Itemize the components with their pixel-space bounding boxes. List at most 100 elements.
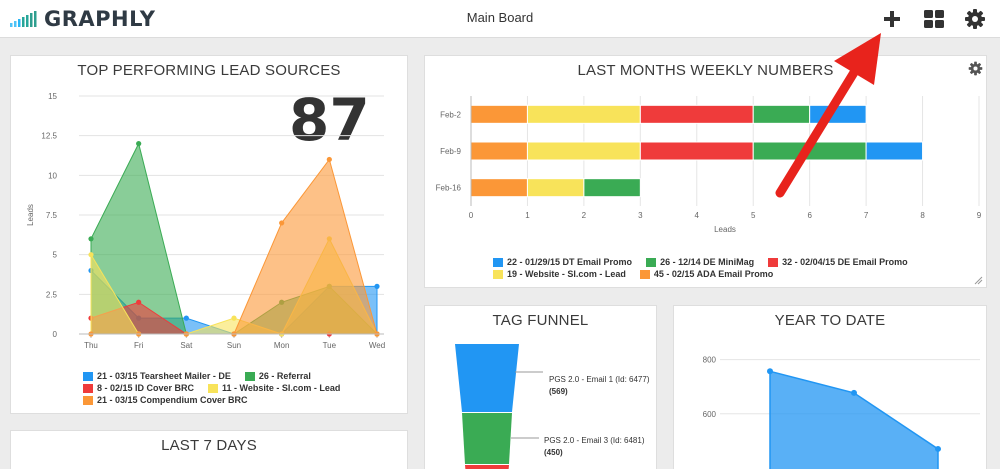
weekly-numbers-legend: 22 - 01/29/15 DT Email Promo 26 - 12/14 … bbox=[493, 256, 922, 280]
tag-funnel-title: TAG FUNNEL bbox=[492, 312, 589, 329]
data-point bbox=[183, 315, 189, 321]
legend-item[interactable]: 22 - 01/29/15 DT Email Promo bbox=[493, 257, 632, 267]
data-point bbox=[136, 299, 142, 305]
funnel-stage-2[interactable] bbox=[462, 413, 512, 464]
legend-label: 19 - Website - SI.com - Lead bbox=[507, 269, 626, 279]
lead-sources-title: TOP PERFORMING LEAD SOURCES bbox=[77, 62, 341, 79]
x-tick-label: 7 bbox=[864, 211, 869, 220]
legend-label: 22 - 01/29/15 DT Email Promo bbox=[507, 257, 633, 267]
grid-icon[interactable] bbox=[923, 8, 945, 30]
bar-segment bbox=[470, 141, 528, 161]
x-tick-label: 4 bbox=[695, 211, 700, 220]
x-tick-label: Wed bbox=[369, 341, 385, 350]
y-tick-label: 7.5 bbox=[46, 211, 58, 220]
legend-label: 21 - 03/15 Compendium Cover BRC bbox=[97, 395, 248, 405]
legend-item[interactable]: 21 - 03/15 Compendium Cover BRC bbox=[83, 395, 248, 405]
y-tick-label: 12.5 bbox=[41, 132, 57, 141]
year-to-date-title: YEAR TO DATE bbox=[774, 312, 886, 329]
y-tick-label: 10 bbox=[48, 171, 57, 180]
weekly-numbers-chart: 0 1 2 3 4 5 6 7 8 9 Leads Feb-2 Feb-9 Feb-16 bbox=[436, 96, 982, 234]
funnel-stage-1[interactable] bbox=[455, 344, 519, 412]
weekly-numbers-title: LAST MONTHS WEEKLY NUMBERS bbox=[577, 62, 834, 79]
logo-bars-icon bbox=[10, 11, 37, 27]
legend-item[interactable]: 26 - Referral bbox=[244, 371, 311, 381]
legend-label: 26 - 12/14 DE MiniMag bbox=[660, 257, 755, 267]
funnel-stage-label: PGS 2.0 - Email 3 (Id: 6481) bbox=[544, 436, 645, 445]
legend-swatch bbox=[244, 371, 255, 381]
y-tick-label: 15 bbox=[48, 92, 57, 101]
legend-label: 11 - Website - SI.com - Lead bbox=[222, 383, 341, 393]
bar-segment bbox=[470, 104, 528, 124]
x-tick-label: 9 bbox=[977, 211, 982, 220]
series-area bbox=[769, 370, 939, 469]
bar-segment bbox=[526, 178, 585, 198]
plus-icon[interactable] bbox=[881, 8, 903, 30]
data-point bbox=[136, 141, 142, 147]
x-tick-label: Sat bbox=[180, 341, 193, 350]
y-tick-label: 800 bbox=[703, 356, 717, 365]
legend-swatch bbox=[639, 269, 650, 279]
funnel-stage-label: PGS 2.0 - Email 1 (Id: 6477) bbox=[549, 375, 650, 384]
x-tick-label: Mon bbox=[274, 341, 290, 350]
legend-item[interactable]: 8 - 02/15 ID Cover BRC bbox=[83, 383, 194, 393]
y-tick-label: 600 bbox=[703, 410, 717, 419]
board-title: Main Board bbox=[466, 10, 534, 25]
tag-funnel-chart: PGS 2.0 - Email 1 (Id: 6477) (569) PGS 2… bbox=[455, 344, 650, 469]
y-tick-label: 5 bbox=[53, 251, 58, 260]
last-7-days-panel: LAST 7 DAYS bbox=[10, 430, 408, 469]
resize-handle-icon[interactable] bbox=[973, 275, 983, 285]
bar-segment bbox=[865, 141, 924, 161]
legend-item[interactable]: 11 - Website - SI.com - Lead bbox=[208, 383, 340, 393]
last-7-days-title: LAST 7 DAYS bbox=[161, 437, 257, 454]
legend-label: 21 - 03/15 Tearsheet Mailer - DE bbox=[97, 371, 231, 381]
legend-item[interactable]: 32 - 02/04/15 DE Email Promo bbox=[768, 257, 908, 267]
lead-sources-total: 87 bbox=[289, 86, 370, 154]
bar-segment bbox=[470, 178, 528, 198]
weekly-numbers-panel: LAST MONTHS WEEKLY NUMBERS 0 1 2 3 4 5 6 7 8 9 Lea… bbox=[424, 55, 987, 288]
funnel-stage-3[interactable] bbox=[465, 465, 509, 469]
legend-swatch bbox=[768, 257, 779, 267]
legend-label: 26 - Referral bbox=[258, 371, 311, 381]
top-bar: GRAPHLY Main Board bbox=[0, 0, 1000, 38]
bar-segment bbox=[526, 141, 641, 161]
funnel-stage-count: (569) bbox=[549, 387, 568, 396]
bar-segment bbox=[583, 178, 641, 198]
legend-label: 8 - 02/15 ID Cover BRC bbox=[97, 383, 195, 393]
lead-sources-panel: TOP PERFORMING LEAD SOURCES 87 0 2.5 5 7.5 1… bbox=[10, 55, 408, 414]
x-tick-label: Fri bbox=[134, 341, 144, 350]
legend-label: 45 - 02/15 ADA Email Promo bbox=[653, 269, 774, 279]
data-point bbox=[374, 283, 380, 289]
y-tick-label: Feb-2 bbox=[440, 110, 461, 119]
x-axis-label: Leads bbox=[714, 225, 736, 234]
legend-swatch bbox=[83, 395, 93, 405]
gear-icon[interactable] bbox=[964, 8, 986, 30]
data-point bbox=[935, 445, 941, 452]
bar-segment bbox=[639, 141, 754, 161]
x-tick-label: 5 bbox=[751, 211, 756, 220]
app-name: GRAPHLY bbox=[44, 7, 156, 31]
x-tick-label: 0 bbox=[469, 211, 474, 220]
x-tick-label: 3 bbox=[638, 211, 643, 220]
y-tick-label: Feb-16 bbox=[436, 184, 462, 193]
legend-item[interactable]: 21 - 03/15 Tearsheet Mailer - DE bbox=[83, 371, 231, 381]
panel-settings-gear-icon[interactable] bbox=[968, 61, 983, 76]
y-tick-label: 2.5 bbox=[46, 290, 58, 299]
y-axis-label: Leads bbox=[26, 204, 35, 226]
x-tick-label: Sun bbox=[227, 341, 241, 350]
data-point bbox=[231, 315, 237, 321]
legend-label: 32 - 02/04/15 DE Email Promo bbox=[782, 257, 908, 267]
legend-item[interactable]: 45 - 02/15 ADA Email Promo bbox=[639, 269, 774, 279]
data-point bbox=[279, 220, 285, 226]
x-tick-label: 2 bbox=[582, 211, 587, 220]
x-tick-label: 8 bbox=[920, 211, 925, 220]
x-tick-label: 6 bbox=[807, 211, 812, 220]
legend-item[interactable]: 19 - Website - SI.com - Lead bbox=[493, 269, 626, 279]
legend-swatch bbox=[493, 257, 503, 267]
app-logo[interactable]: GRAPHLY bbox=[10, 7, 155, 31]
lead-sources-chart: 0 2.5 5 7.5 10 12.5 15 Leads Thu Fri Sat Sun Mon Tue W… bbox=[26, 92, 385, 350]
lead-sources-legend: 21 - 03/15 Tearsheet Mailer - DE 26 - Re… bbox=[83, 370, 354, 406]
x-tick-label: Tue bbox=[323, 341, 337, 350]
legend-swatch bbox=[208, 383, 219, 393]
bar-segment bbox=[752, 141, 867, 161]
legend-item[interactable]: 26 - 12/14 DE MiniMag bbox=[646, 257, 754, 267]
